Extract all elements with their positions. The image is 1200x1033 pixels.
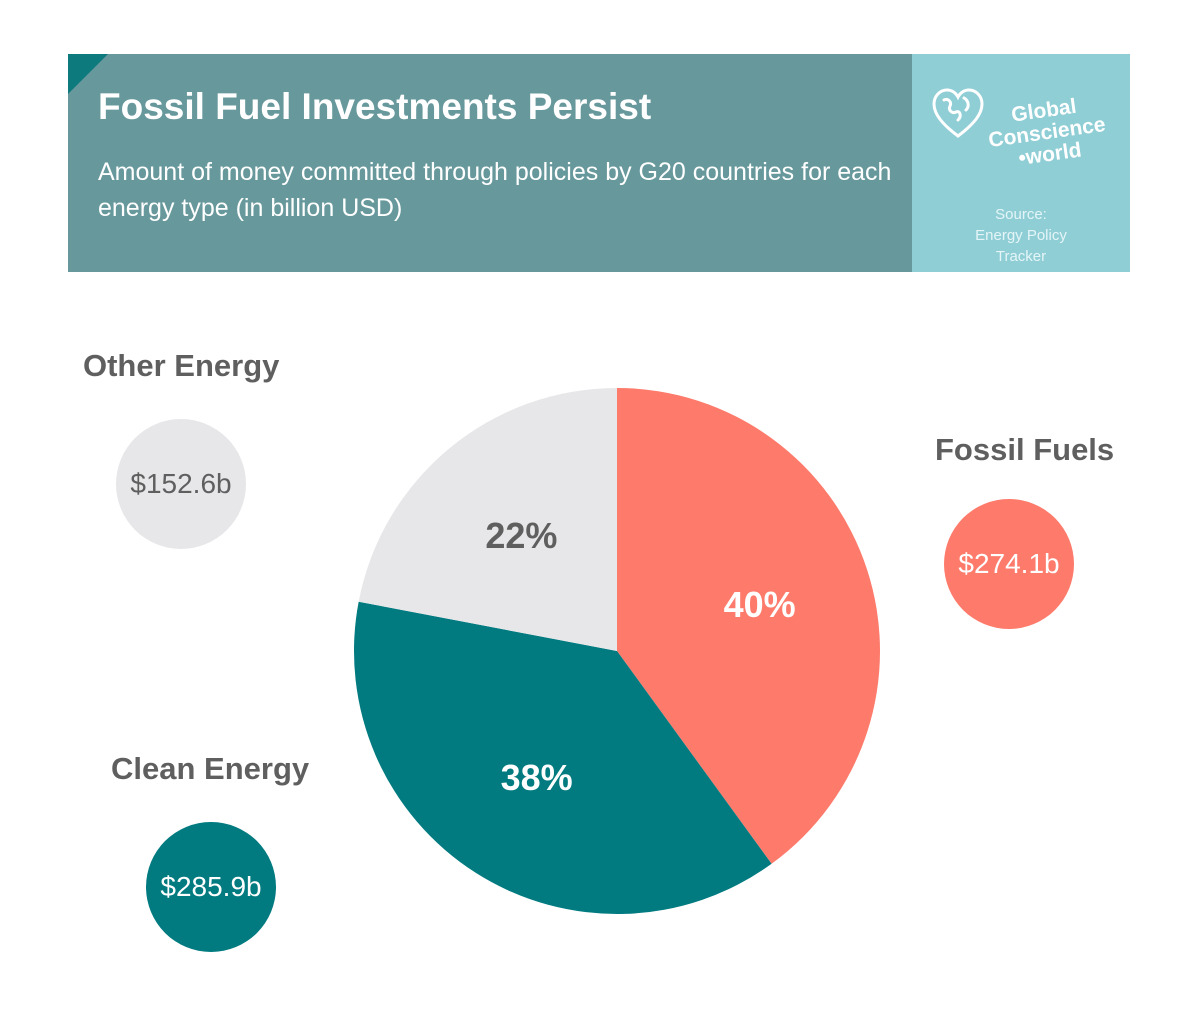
logo-wordmark: Global Conscience •world (968, 90, 1126, 176)
value-bubble-other-energy: $152.6b (116, 419, 246, 549)
pie-percent-label-fossil-fuels: 40% (724, 584, 796, 625)
pie-slice-clean-energy (354, 601, 772, 914)
pie-percent-label-other-energy: 22% (485, 515, 557, 556)
series-label-other-energy: Other Energy (83, 348, 280, 383)
source-note: Source: Energy Policy Tracker (952, 204, 1090, 267)
value-bubble-fossil-fuels: $274.1b (944, 499, 1074, 629)
globe-heart-icon (932, 88, 984, 138)
pie-chart: 40% 38% 22% (354, 388, 880, 914)
series-label-fossil-fuels: Fossil Fuels (935, 432, 1115, 467)
source-line: Tracker (995, 248, 1047, 265)
corner-flag (68, 54, 108, 94)
pie-slice-fossil-fuels (617, 388, 880, 864)
value-bubble-clean-energy: $285.9b (146, 822, 276, 952)
pie-percent-label-clean-energy: 38% (501, 757, 573, 798)
chart-subtitle: Amount of money committed through polici… (98, 158, 892, 222)
source-line: Source: (995, 206, 1047, 223)
chart-title: Fossil Fuel Investments Persist (98, 86, 652, 127)
pie-slice-other-energy (358, 388, 617, 651)
logo-panel: Global Conscience •world Source: Energy … (912, 54, 1130, 272)
series-label-clean-energy: Clean Energy (111, 751, 310, 786)
source-line: Energy Policy (975, 227, 1067, 244)
header-banner: Fossil Fuel Investments Persist Amount o… (68, 54, 912, 272)
